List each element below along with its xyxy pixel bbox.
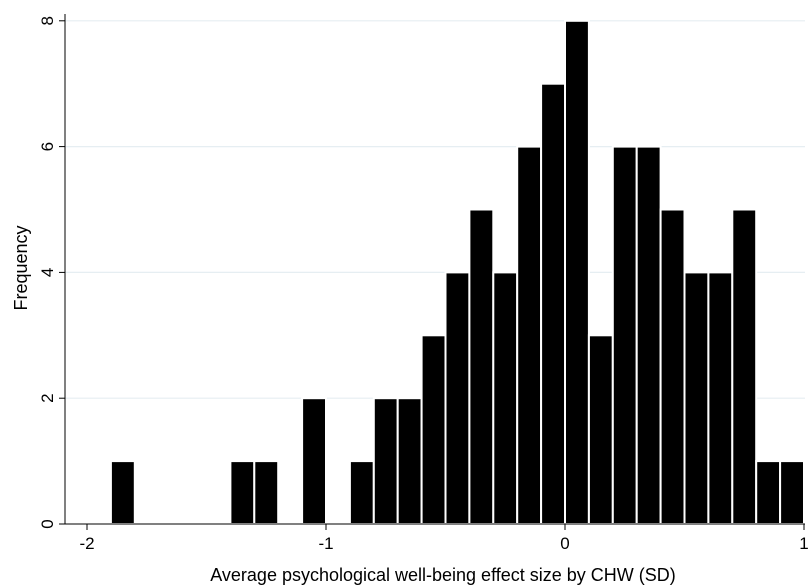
histogram-bar [420,334,447,525]
histogram-bar [396,397,423,526]
histogram-bar [468,208,495,525]
x-axis-title: Average psychological well-being effect … [210,565,676,585]
tick-labels: 0 2 4 6 8 -2 -1 0 1 [38,16,809,553]
histogram-bar [444,271,471,525]
histogram-bar [516,145,543,525]
histogram-bar [779,460,805,526]
x-tick-label: -1 [318,534,333,553]
histogram-bar [301,397,328,526]
x-tick-label: 1 [799,534,808,553]
y-tick-label: 4 [38,268,57,277]
axes [59,14,805,530]
x-tick-label: -2 [79,534,94,553]
y-tick-label: 8 [38,16,57,25]
histogram-bar [587,334,614,525]
x-tick-label: 0 [560,534,569,553]
histogram-bar [372,397,399,526]
histogram-bar [253,460,280,526]
y-tick-label: 6 [38,142,57,151]
histogram-bar [659,208,686,525]
histogram-bar [611,145,638,525]
histogram-bar [635,145,662,525]
histogram-bar [109,460,136,526]
histogram-bar [707,271,734,525]
histogram-bar [348,460,375,526]
histogram-bar [540,82,566,525]
histogram-bars [109,19,805,526]
histogram-bar [731,208,758,525]
histogram-bar [564,19,590,526]
histogram-bar [683,271,710,525]
y-axis-title: Frequency [11,225,31,310]
histogram-bar [492,271,519,525]
y-tick-label: 2 [38,393,57,402]
y-tick-label: 0 [38,519,57,528]
histogram-bar [229,460,256,526]
histogram-bar [755,460,782,526]
